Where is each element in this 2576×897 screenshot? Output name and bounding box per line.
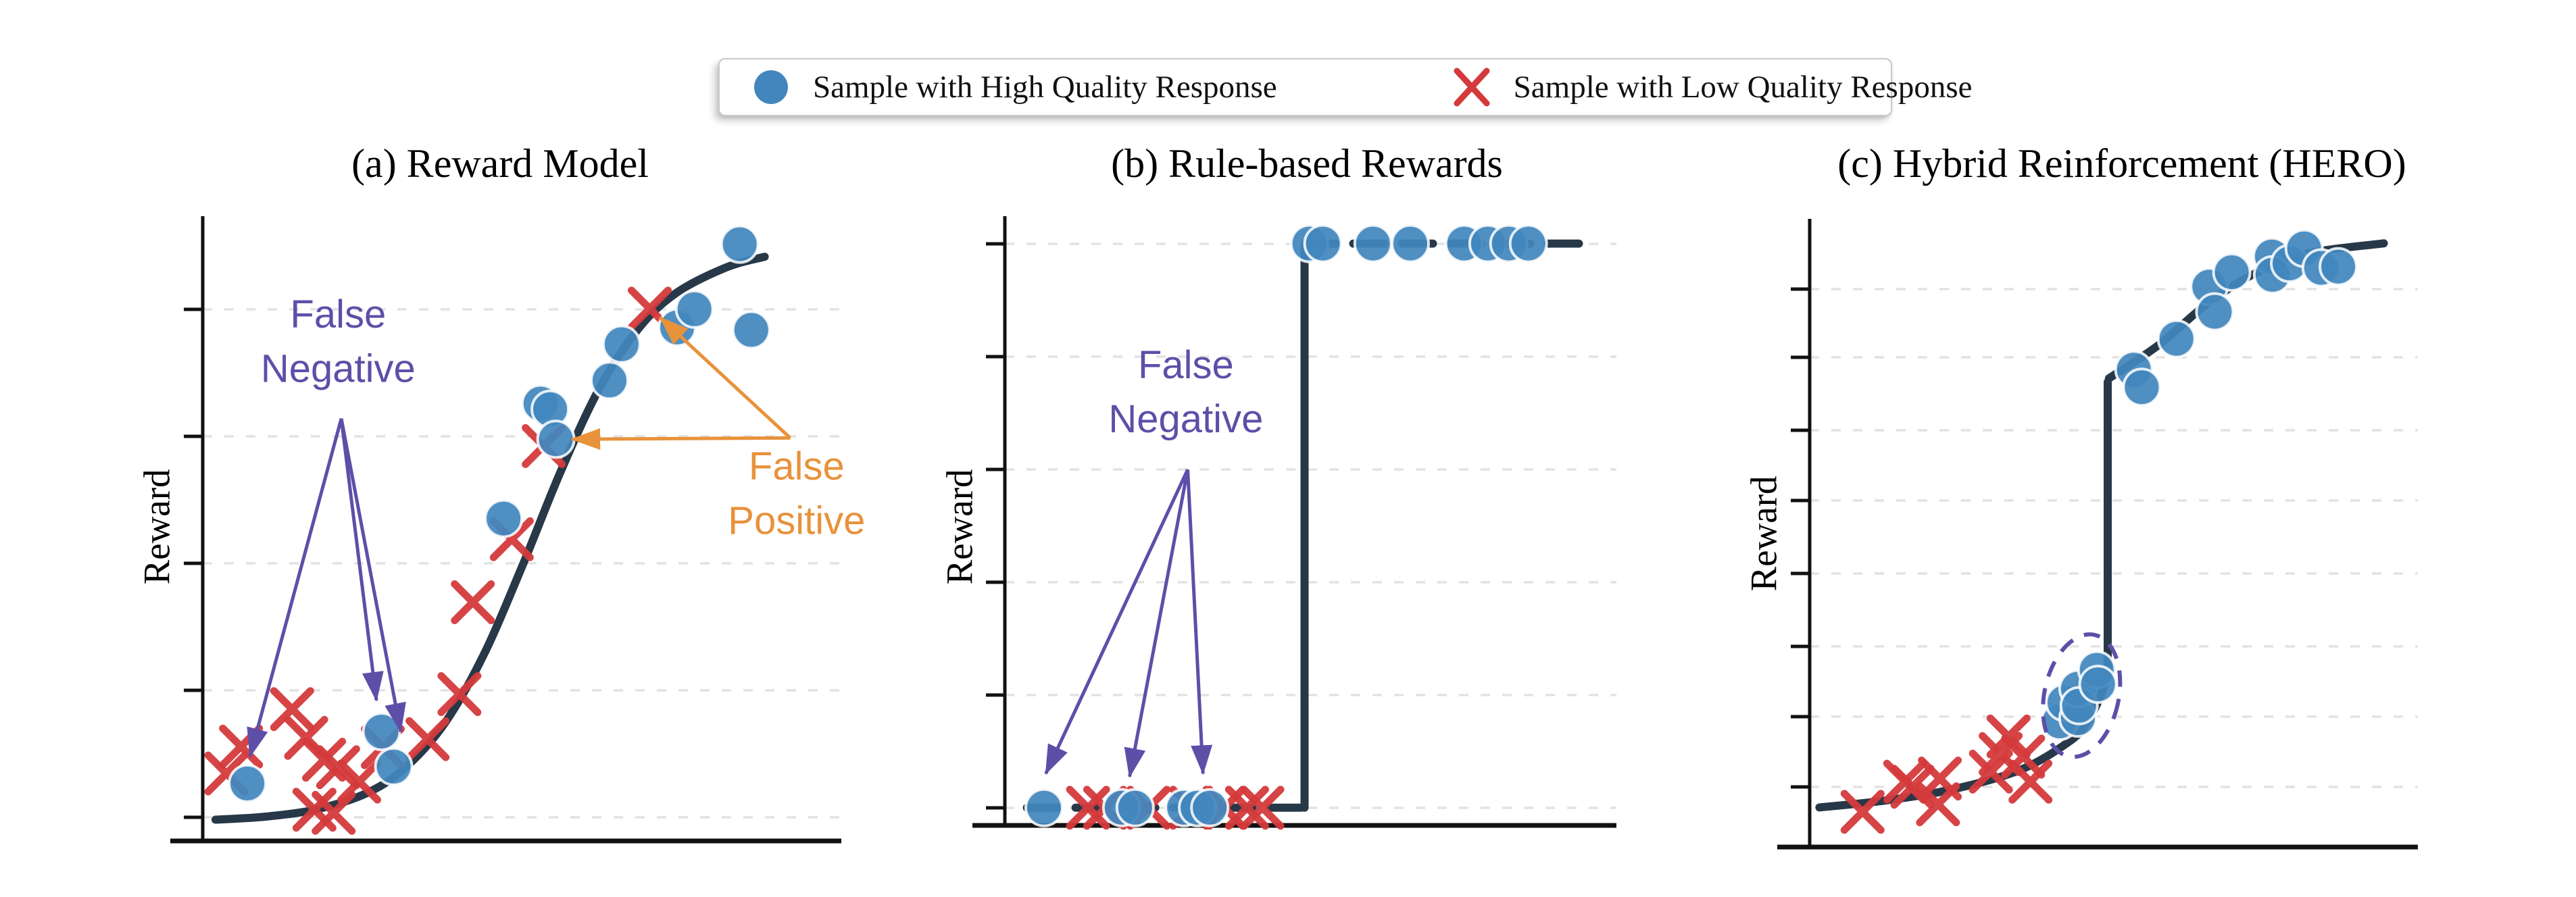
low-quality-x: [437, 672, 482, 717]
high-quality-dot: [2319, 247, 2358, 286]
high-quality-dot: [1024, 788, 1064, 827]
false-negative-arrow: [1186, 469, 1213, 775]
high-quality-dot: [720, 224, 760, 264]
high-quality-dot: [2212, 253, 2252, 292]
false-positive-label: Positive: [728, 498, 865, 542]
high-quality-dot-icon: [754, 70, 788, 104]
panel-b: False Negative: [972, 216, 1616, 830]
false-positive-label: False: [749, 444, 845, 488]
legend-label-high-quality: Sample with High Quality Response: [813, 70, 1277, 105]
high-quality-dot: [2156, 319, 2196, 359]
low-quality-x-icon: [1454, 68, 1490, 107]
false-negative-label: False: [290, 292, 386, 336]
legend-item-high-quality: Sample with High Quality Response: [751, 67, 1277, 107]
legend-item-low-quality: Sample with Low Quality Response: [1452, 67, 1973, 107]
panel-c-title: (c) Hybrid Reinforcement (HERO): [1837, 141, 2406, 186]
false-negative-arrow: [1044, 469, 1189, 775]
panel-a: False Negative False Positive: [170, 216, 865, 844]
false-positive-arrow: [658, 316, 792, 440]
false-negative-arrow: [1124, 469, 1190, 778]
high-quality-dot: [1190, 788, 1230, 827]
panel-c-ylabel: Reward: [1743, 476, 1785, 592]
high-quality-dot: [484, 498, 524, 538]
panel-c: [1777, 219, 2418, 850]
high-quality-dot: [590, 361, 629, 401]
false-negative-arrow: [339, 418, 384, 702]
low-quality-x: [1224, 786, 1269, 830]
high-quality-dot: [1115, 788, 1155, 827]
low-quality-x: [1240, 786, 1285, 830]
low-quality-x: [316, 745, 360, 790]
low-quality-x: [1918, 757, 1962, 801]
false-negative-arrow: [247, 418, 343, 759]
high-quality-dot: [374, 746, 414, 786]
false-negative-label: Negative: [261, 347, 416, 391]
low-quality-x: [2001, 734, 2046, 779]
high-quality-dot: [362, 712, 401, 752]
low-quality-x: [1840, 790, 1885, 834]
high-quality-dot: [1391, 224, 1430, 263]
high-quality-dot: [2078, 665, 2118, 704]
panel-b-title: (b) Rule-based Rewards: [1111, 141, 1503, 186]
low-quality-x: [337, 759, 382, 804]
false-positive-arrow: [570, 428, 791, 450]
high-quality-dot: [731, 310, 771, 350]
false-negative-label: False: [1138, 343, 1234, 387]
high-quality-dot: [1508, 224, 1548, 263]
high-quality-dot: [674, 289, 714, 329]
reward-model-sigmoid: [211, 253, 769, 824]
high-quality-dot: [2195, 292, 2235, 332]
low-quality-x: [2008, 759, 2053, 804]
high-quality-dot: [2122, 367, 2162, 407]
false-negative-label: Negative: [1108, 397, 1263, 441]
false-negative-arrow: [339, 418, 406, 734]
panel-b-ylabel: Reward: [939, 469, 981, 585]
low-quality-x: [1066, 786, 1110, 830]
high-quality-dot: [601, 324, 641, 364]
low-quality-x: [312, 790, 356, 835]
legend: Sample with High Quality Response Sample…: [718, 58, 1973, 116]
panel-a-ylabel: Reward: [136, 469, 178, 585]
low-quality-x: [1986, 714, 2031, 759]
low-quality-x: [270, 687, 314, 732]
high-quality-dot: [1353, 224, 1393, 263]
low-quality-x: [451, 580, 495, 625]
panel-a-title: (a) Reward Model: [351, 141, 649, 186]
low-quality-x: [405, 717, 450, 761]
high-quality-dot: [1303, 224, 1343, 263]
high-quality-dot: [228, 763, 268, 803]
legend-label-low-quality: Sample with Low Quality Response: [1513, 70, 1973, 105]
high-quality-dot: [536, 419, 576, 459]
cluster-ellipse: [2041, 632, 2123, 759]
